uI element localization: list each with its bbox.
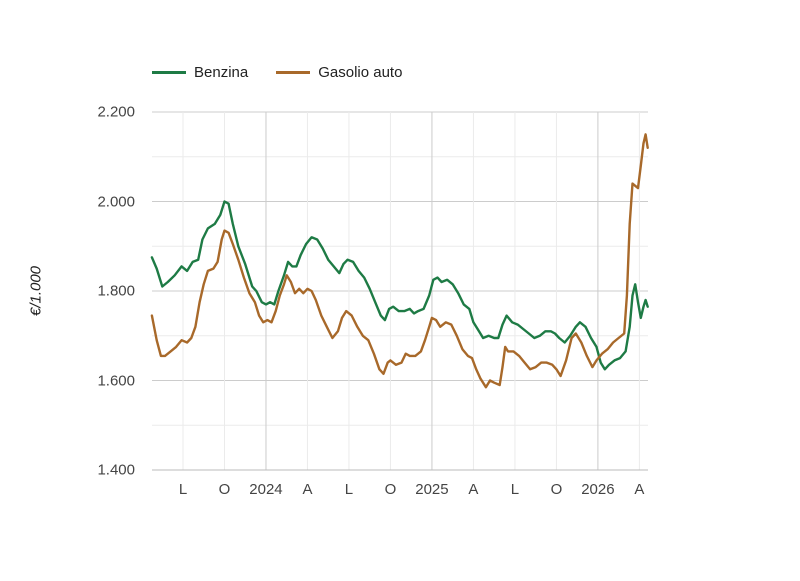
y-tick-label: 1.400 <box>97 461 135 479</box>
x-tick-label: 2024 <box>249 481 283 498</box>
x-tick-label: O <box>218 481 231 498</box>
x-tick-label: L <box>510 481 520 498</box>
legend-label-gasolio: Gasolio auto <box>318 64 403 81</box>
x-tick-label: L <box>178 481 188 498</box>
x-tick-label: A <box>634 481 645 498</box>
y-tick-label: 1.600 <box>97 372 135 389</box>
legend-item-gasolio[interactable]: Gasolio auto <box>276 64 402 81</box>
chart-legend: Benzina Gasolio auto <box>152 64 402 81</box>
y-tick-label: 2.200 <box>97 103 135 121</box>
legend-label-benzina: Benzina <box>194 64 249 81</box>
x-tick-label: 2025 <box>415 481 449 498</box>
legend-swatch-gasolio <box>276 71 311 74</box>
grid-lines <box>152 111 648 471</box>
series-lines <box>150 133 649 389</box>
x-tick-label: A <box>302 481 313 498</box>
x-tick-label: 2026 <box>581 481 615 498</box>
series-line-gasolio[interactable] <box>150 133 649 389</box>
legend-swatch-benzina <box>152 71 186 74</box>
legend-item-benzina[interactable]: Benzina <box>152 64 248 81</box>
x-tick-label: A <box>468 481 479 498</box>
x-tick-label: O <box>384 481 397 498</box>
x-tick-label: O <box>550 481 563 498</box>
series-line-benzina[interactable] <box>150 200 649 371</box>
y-tick-label: 2.000 <box>97 193 135 210</box>
x-tick-label: L <box>344 481 354 498</box>
y-tick-label: 1.800 <box>97 282 135 300</box>
